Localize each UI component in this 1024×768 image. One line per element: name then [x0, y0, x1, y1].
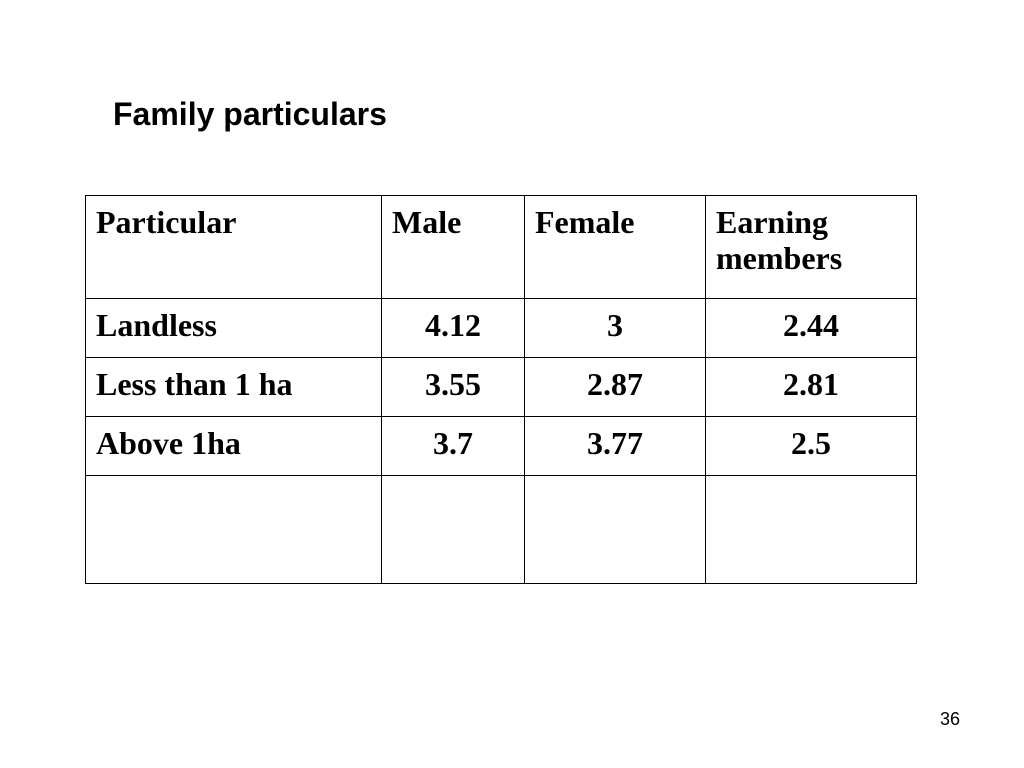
header-cell: Particular — [85, 195, 382, 299]
table-row: Above 1ha 3.7 3.77 2.5 — [85, 416, 917, 476]
cell: 3.7 — [381, 416, 525, 476]
cell: 4.12 — [381, 298, 525, 358]
cell: 2.44 — [705, 298, 917, 358]
slide-title: Family particulars — [113, 96, 387, 132]
table-row: Landless 4.12 3 2.44 — [85, 298, 917, 358]
empty-table-row — [85, 475, 917, 584]
empty-cell — [381, 475, 525, 584]
page-number: 36 — [940, 709, 961, 729]
table-row: Less than 1 ha 3.55 2.87 2.81 — [85, 357, 917, 417]
header-cell: Male — [381, 195, 525, 299]
cell: 3 — [524, 298, 706, 358]
cell: Landless — [85, 298, 382, 358]
header-cell: Earning members — [705, 195, 917, 299]
table-header-row: Particular Male Female Earning members — [85, 195, 917, 299]
cell: 2.5 — [705, 416, 917, 476]
cell: 3.77 — [524, 416, 706, 476]
cell: 2.81 — [705, 357, 917, 417]
cell: 3.55 — [381, 357, 525, 417]
empty-cell — [524, 475, 706, 584]
header-cell: Female — [524, 195, 706, 299]
empty-cell — [85, 475, 382, 584]
cell: Less than 1 ha — [85, 357, 382, 417]
cell: Above 1ha — [85, 416, 382, 476]
family-particulars-table: Particular Male Female Earning members L… — [85, 195, 917, 584]
cell: 2.87 — [524, 357, 706, 417]
empty-cell — [705, 475, 917, 584]
